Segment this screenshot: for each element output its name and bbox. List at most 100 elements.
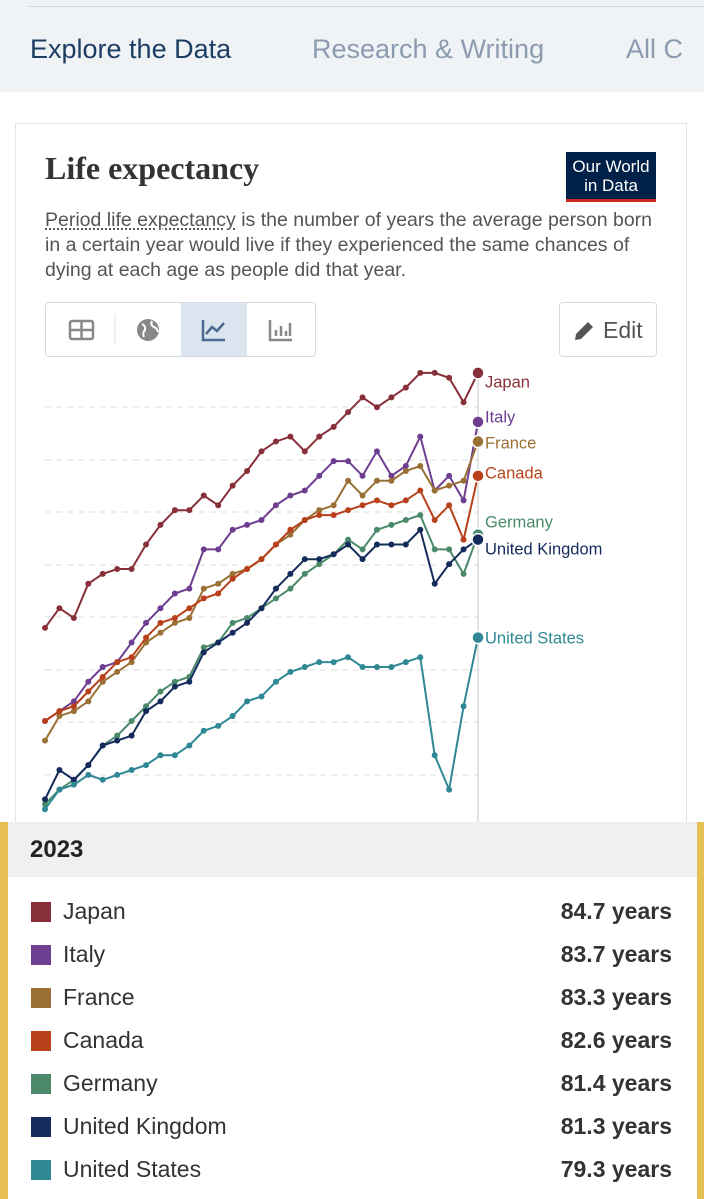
map-icon[interactable] [137,319,159,341]
data-point [431,752,438,759]
legend-name: Germany [63,1070,158,1096]
series-line [44,371,479,629]
data-point [200,649,207,656]
data-point [56,713,63,720]
data-point [417,526,424,533]
data-point [330,659,337,666]
data-point [359,394,366,401]
nav-tab[interactable]: All C [626,34,684,64]
data-point [114,565,121,572]
data-point [70,776,77,783]
data-point [345,458,352,465]
data-point [287,526,294,533]
data-point [345,536,352,543]
data-point [258,605,265,612]
legend-value: 81.4 years [560,1070,672,1096]
data-point [70,781,77,788]
series-label: Germany [485,513,554,531]
data-point [99,678,106,685]
legend-name: France [63,984,135,1010]
data-point [301,556,308,563]
data-point [301,516,308,523]
data-point [70,698,77,705]
legend-name: United Kingdom [63,1113,227,1139]
data-point [244,619,251,626]
data-point [431,546,438,553]
data-point [114,668,121,675]
series-label: Canada [485,464,544,482]
data-point [85,688,92,695]
data-point [471,630,485,645]
data-point [272,438,279,445]
data-point [431,516,438,523]
data-point [42,806,48,813]
legend-swatch [31,1117,51,1137]
data-point [272,502,279,509]
legend-value: 84.7 years [560,898,672,924]
data-point [460,703,467,710]
data-point [373,477,380,484]
data-point [330,551,337,558]
data-point [215,580,222,587]
data-point [417,654,424,661]
data-point [143,762,150,769]
data-point [128,717,135,724]
description-link[interactable]: Period life expectancy [45,209,236,231]
logo[interactable]: Our World in Data [566,152,656,202]
data-point [85,762,92,769]
description-text: is the number of years the average perso… [45,209,653,281]
data-point [330,502,337,509]
data-point [417,433,424,440]
logo-text: in Data [584,176,638,195]
line-chart-icon[interactable] [201,320,225,342]
toolbar-icons [68,314,292,345]
bar-chart-icon[interactable] [268,320,292,342]
data-point [316,433,323,440]
data-point [244,467,251,474]
nav-tab[interactable]: Explore the Data [30,34,232,64]
data-point [70,708,77,715]
data-point [186,507,193,514]
data-point [200,727,207,734]
data-point [417,512,424,519]
data-point [258,556,265,563]
nav-tab[interactable]: Research & Writing [312,34,545,64]
data-point [301,664,308,671]
data-point [56,786,63,793]
data-point [402,384,409,391]
data-point [215,722,222,729]
data-point [99,570,106,577]
data-point [460,497,467,504]
data-point [402,516,409,523]
data-point [316,659,323,666]
edit-button[interactable]: Edit [559,302,657,357]
legend-name: United States [63,1156,202,1182]
series-label: Italy [485,408,516,426]
table-icon[interactable] [68,319,95,341]
data-point [471,366,485,380]
data-point [316,507,323,514]
data-point [244,615,251,622]
data-point [157,688,164,695]
data-point [330,423,337,430]
data-point [171,683,178,690]
background-lines [45,406,478,776]
data-point [471,532,485,547]
data-point [359,546,366,553]
data-point [388,541,395,548]
data-point [128,732,135,739]
nav-divider [28,6,704,7]
data-point [373,664,380,671]
data-point [330,512,337,519]
data-point [287,668,294,675]
data-point [85,698,92,705]
data-point [229,482,236,489]
data-point [417,369,424,376]
data-point [446,482,453,489]
data-point [359,472,366,479]
data-point [287,570,294,577]
series-line [44,475,479,722]
data-point [388,521,395,528]
data-point [229,619,236,626]
edit-label: Edit [603,317,643,343]
